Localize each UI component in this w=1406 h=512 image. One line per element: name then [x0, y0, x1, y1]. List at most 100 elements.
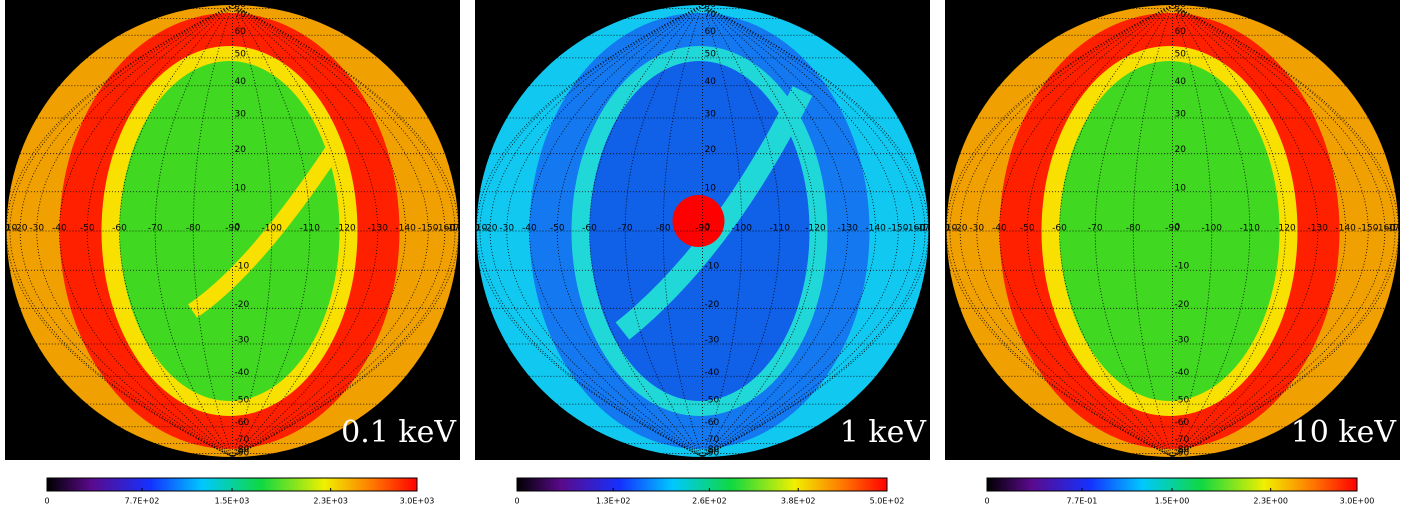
lon-label: -10 — [3, 224, 18, 234]
lon-label: -10 — [473, 224, 488, 234]
lon-label: -130 — [368, 224, 389, 234]
lon-label: -140 — [395, 224, 416, 234]
lat-label: -10 — [235, 262, 250, 272]
colorbar-tick-label: 1.5E+03 — [215, 497, 250, 506]
lat-label: -80 — [1175, 445, 1190, 455]
lon-label: -50 — [1020, 224, 1035, 234]
meridian — [154, 4, 233, 458]
lon-label: -100 — [732, 224, 753, 234]
lat-label: 40 — [705, 77, 717, 87]
lon-label: -150 — [888, 224, 909, 234]
meridian — [1094, 4, 1173, 458]
colorbar-tick-label: 0 — [514, 497, 519, 506]
lat-label: -20 — [705, 300, 720, 310]
lat-label: -90 — [705, 449, 720, 459]
colorbar-tick-label: 7.7E-01 — [1067, 497, 1098, 506]
colorbar-tick-label: 2.3E+03 — [313, 497, 348, 506]
lon-label: -150 — [1358, 224, 1379, 234]
lon-label: -70 — [148, 224, 163, 234]
map-hotspot — [672, 195, 725, 247]
lat-label: -20 — [235, 300, 250, 310]
meridian — [1172, 4, 1346, 458]
lon-label: -170 — [1385, 224, 1406, 234]
colorbar-tick-label: 1.5E+00 — [1155, 497, 1190, 506]
lon-label: -50 — [550, 224, 565, 234]
lon-label: -70 — [618, 224, 633, 234]
colorbar-tick-label: 2.3E+00 — [1253, 497, 1288, 506]
lat-label: -50 — [235, 396, 250, 406]
lon-label: -80 — [1126, 224, 1141, 234]
meridian — [192, 4, 233, 458]
lon-label: -60 — [1052, 224, 1067, 234]
colorbar-tick-label: 3.8E+02 — [781, 497, 816, 506]
colorbar-tick-label: 3.0E+03 — [400, 497, 435, 506]
lat-label: 10 — [705, 183, 717, 193]
lon-label: -110 — [300, 224, 321, 234]
meridian — [589, 4, 703, 458]
meridian — [702, 4, 816, 458]
lat-label: 30 — [705, 110, 717, 120]
lon-label: -80 — [656, 224, 671, 234]
meridian — [232, 4, 346, 458]
meridian — [999, 4, 1173, 458]
lat-label: -70 — [235, 435, 250, 445]
lon-label: -60 — [112, 224, 127, 234]
lat-label: -90 — [1175, 449, 1190, 459]
lon-label: -20 — [953, 224, 968, 234]
lat-label: 40 — [235, 77, 247, 87]
lon-label: -50 — [80, 224, 95, 234]
lon-label: -30 — [969, 224, 984, 234]
colorbar-tick-label: 3.0E+00 — [1340, 497, 1375, 506]
meridian — [232, 4, 311, 458]
lon-label: -30 — [29, 224, 44, 234]
lon-label: -90 — [695, 224, 710, 234]
lon-label: -150 — [418, 224, 439, 234]
lon-label: -120 — [335, 224, 356, 234]
lat-label: 0 — [235, 223, 241, 233]
lat-label: -10 — [1175, 262, 1190, 272]
lat-label: 70 — [705, 10, 717, 20]
meridian — [1172, 4, 1386, 458]
lon-label: 0 — [944, 224, 950, 234]
lon-label: -110 — [770, 224, 791, 234]
lon-label: -20 — [13, 224, 28, 234]
meridian — [702, 4, 916, 458]
meridian — [529, 4, 703, 458]
meridian — [1132, 4, 1173, 458]
colorbar — [516, 477, 888, 492]
lon-label: -80 — [186, 224, 201, 234]
lat-label: 0 — [705, 223, 711, 233]
meridian — [959, 4, 1173, 458]
meridian — [232, 4, 273, 458]
lat-label: -60 — [235, 418, 250, 428]
lat-label: -30 — [1175, 336, 1190, 346]
lon-label: -140 — [865, 224, 886, 234]
meridian — [624, 4, 703, 458]
lat-label: 20 — [235, 145, 247, 155]
lon-label: -90 — [1165, 224, 1180, 234]
lat-label: -40 — [1175, 368, 1190, 378]
map-panel: 80706050403020100-10-20-30-40-50-60-70-8… — [944, 0, 1406, 460]
lon-label: -180 — [1388, 224, 1406, 234]
lat-label: -70 — [705, 435, 720, 445]
lat-label: -80 — [705, 445, 720, 455]
meridian — [232, 4, 446, 458]
lat-label: 70 — [235, 10, 247, 20]
lat-label: 60 — [1175, 27, 1187, 37]
lat-label: -50 — [1175, 396, 1190, 406]
lat-label: 60 — [235, 27, 247, 37]
lon-label: -40 — [992, 224, 1007, 234]
colorbar-tick-label: 1.3E+02 — [596, 497, 631, 506]
lon-label: -40 — [52, 224, 67, 234]
lon-label: -130 — [838, 224, 859, 234]
lat-label: 50 — [705, 49, 717, 59]
meridian — [489, 4, 703, 458]
lat-label: -70 — [1175, 435, 1190, 445]
energy-label: 0.1 keV — [341, 415, 457, 450]
lat-label: -50 — [705, 396, 720, 406]
lat-label: 0 — [1175, 223, 1181, 233]
lon-label: -70 — [1088, 224, 1103, 234]
energy-label: 1 keV — [840, 415, 928, 450]
